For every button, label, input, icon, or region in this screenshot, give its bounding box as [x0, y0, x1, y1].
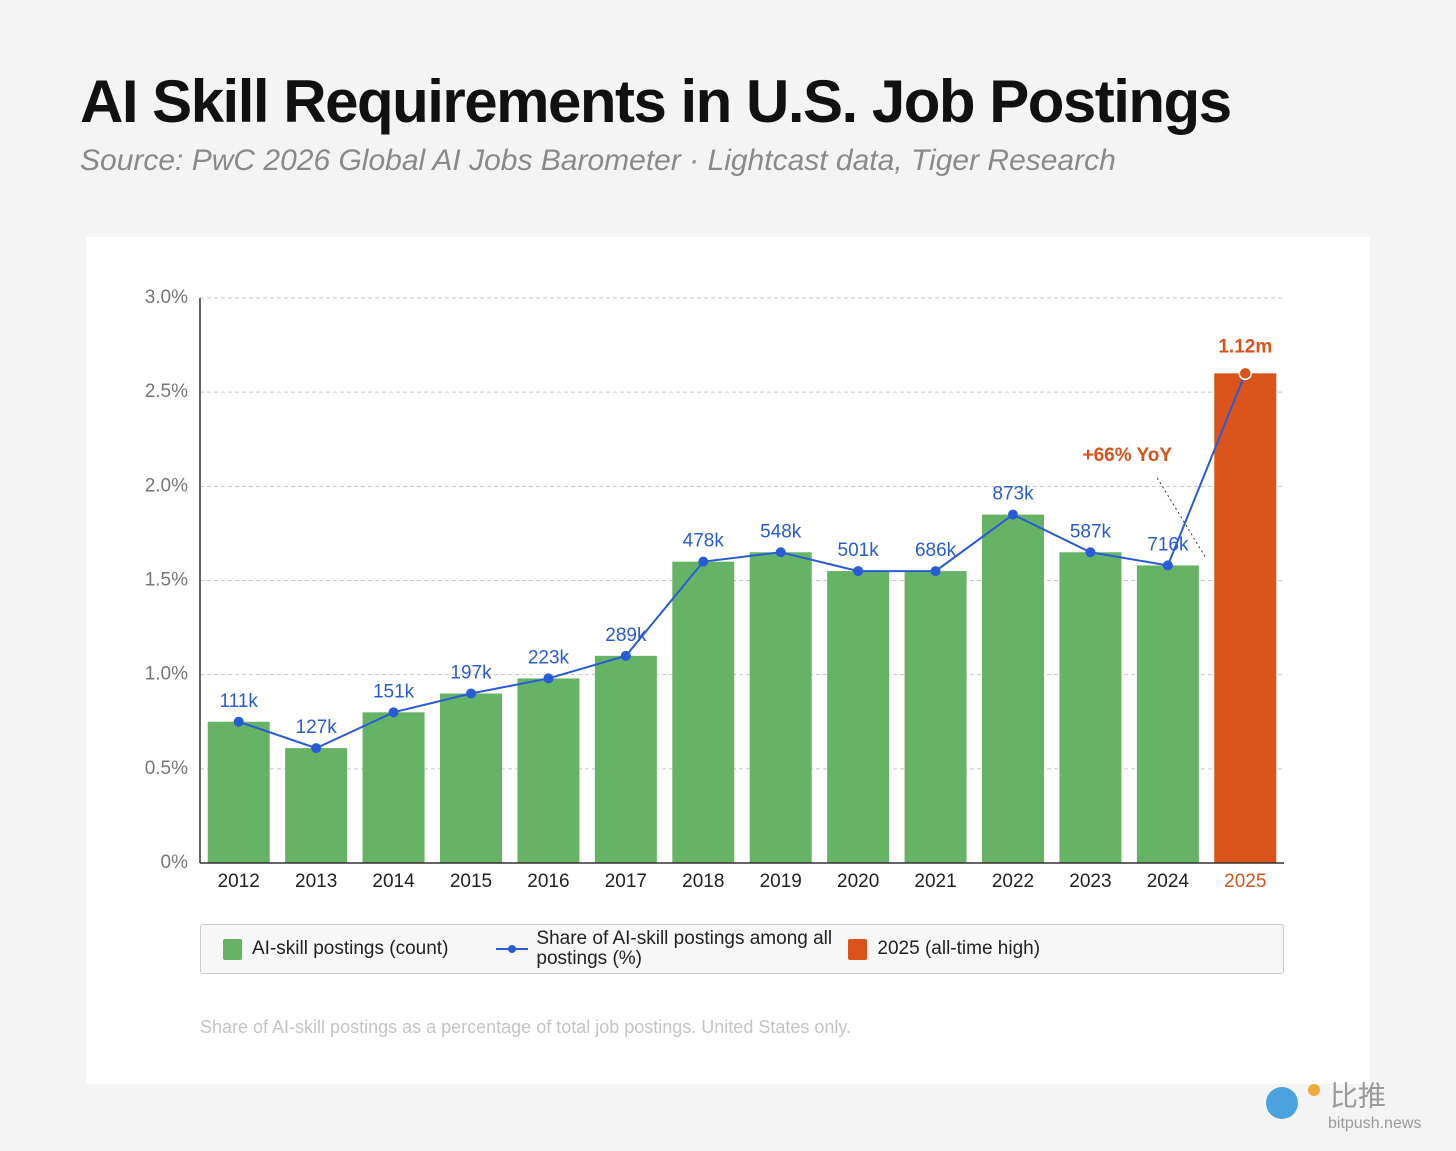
bar [440, 693, 502, 863]
bar [1136, 565, 1199, 863]
value-label: 873k [992, 484, 1034, 505]
bar [1059, 552, 1122, 863]
x-tick-label: 2017 [605, 871, 647, 892]
chart-title: AI Skill Requirements in U.S. Job Postin… [80, 68, 1231, 135]
share-point [1085, 547, 1096, 558]
share-point [1162, 560, 1173, 571]
bar [1214, 373, 1277, 863]
bar [827, 571, 890, 863]
bar [672, 561, 735, 863]
x-tick-label: 2018 [682, 871, 724, 892]
bar [517, 678, 580, 863]
logo-icon [1266, 1087, 1298, 1119]
x-tick-label: 2022 [992, 871, 1034, 892]
value-label: 587k [1070, 521, 1112, 542]
x-tick-label: 2015 [450, 871, 492, 892]
x-tick-label: 2014 [372, 871, 415, 892]
value-label: 478k [683, 531, 725, 552]
share-point [1238, 366, 1253, 381]
x-tick-label: 2024 [1147, 871, 1190, 892]
share-point [388, 707, 399, 718]
share-point [853, 566, 864, 577]
legend: AI-skill postings (count) Share of AI-sk… [200, 924, 1284, 974]
bar [207, 721, 270, 863]
share-line [238, 372, 1247, 750]
legend-label: Share of AI-skill postings among all pos… [536, 928, 833, 969]
x-tick-label: 2016 [527, 871, 569, 892]
share-point [1008, 509, 1018, 520]
legend-item: 2025 (all-time high) [848, 938, 1040, 960]
x-tick-label: 2023 [1069, 871, 1111, 892]
bar [285, 748, 348, 863]
x-tick-label: 2025 [1224, 871, 1266, 892]
share-point [698, 556, 709, 567]
value-label: 289k [605, 625, 647, 646]
share-point [620, 650, 631, 661]
legend-swatch [848, 938, 868, 960]
y-tick-label: 2.5% [145, 381, 188, 402]
chart-subtitle: Source: PwC 2026 Global AI Jobs Baromete… [80, 144, 1116, 177]
x-tick-label: 2021 [914, 871, 956, 892]
legend-swatch [496, 943, 529, 955]
share-point [930, 566, 941, 577]
share-point [466, 688, 476, 699]
annotation-leader [1156, 477, 1206, 558]
footnote: Share of AI-skill postings as a percenta… [200, 1017, 851, 1037]
y-tick-label: 0% [161, 852, 189, 873]
x-tick-label: 2020 [837, 871, 879, 892]
bar [594, 655, 657, 863]
watermark-brand: 比推 [1330, 1080, 1386, 1111]
value-label: 197k [450, 663, 492, 684]
bar [362, 712, 425, 863]
value-label: 501k [838, 540, 880, 561]
value-label: 127k [296, 717, 338, 738]
y-tick-label: 3.0% [145, 287, 188, 308]
legend-item: Share of AI-skill postings among all pos… [496, 929, 836, 969]
y-tick-label: 2.0% [145, 475, 188, 496]
legend-item: AI-skill postings (count) [223, 938, 448, 960]
bar [904, 571, 967, 863]
share-point [543, 673, 554, 684]
bar [749, 552, 812, 863]
value-label: 548k [760, 521, 802, 542]
y-tick-label: 1.5% [145, 570, 188, 591]
watermark-site: bitpush.news [1328, 1115, 1421, 1132]
value-label: 223k [528, 647, 570, 668]
x-tick-label: 2013 [295, 871, 337, 892]
value-label: 151k [373, 681, 415, 702]
value-label: 1.12m [1218, 336, 1272, 357]
value-label: 111k [220, 691, 259, 712]
legend-swatch [223, 938, 242, 960]
x-tick-label: 2012 [218, 871, 260, 892]
logo-coin [1308, 1084, 1320, 1096]
share-point [775, 547, 786, 558]
x-tick-label: 2019 [760, 871, 802, 892]
legend-label: 2025 (all-time high) [877, 938, 1041, 959]
bar [982, 514, 1044, 863]
y-tick-label: 0.5% [145, 758, 188, 779]
legend-label: AI-skill postings (count) [252, 938, 449, 959]
value-label: 716k [1147, 534, 1189, 555]
value-label: 686k [915, 540, 957, 561]
y-tick-label: 1.0% [145, 664, 188, 685]
annotation: +66% YoY [1082, 445, 1172, 466]
share-point [233, 716, 244, 727]
share-point [311, 743, 322, 754]
